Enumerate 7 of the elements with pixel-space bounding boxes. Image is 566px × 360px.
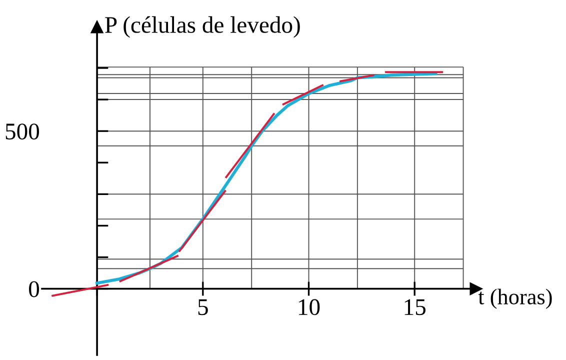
y-tick-label: 0 — [29, 281, 40, 298]
x-axis-title: t (horas) — [478, 288, 552, 309]
x-tick-label: 15 — [404, 299, 426, 316]
y-axis-title: P (células de levedo) — [105, 16, 300, 38]
x-tick-label: 10 — [299, 299, 320, 316]
x-tick-label: 5 — [198, 299, 208, 316]
y-tick-label: 500 — [6, 124, 40, 140]
